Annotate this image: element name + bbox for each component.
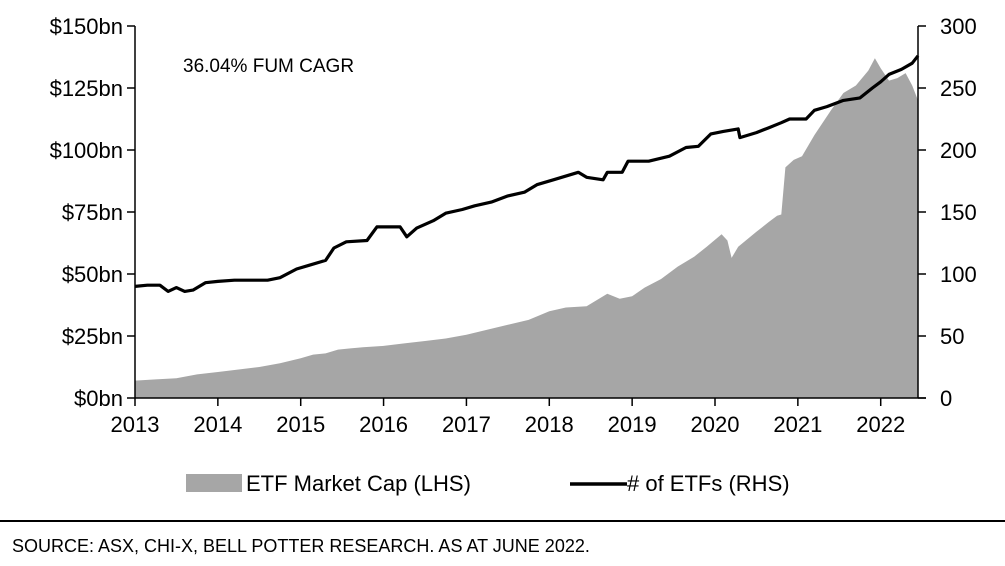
x-tick-label: 2017: [442, 412, 491, 437]
left-tick-label: $50bn: [62, 262, 123, 287]
market-cap-area: [135, 58, 918, 398]
source-divider: [0, 520, 1005, 522]
right-tick-label: 300: [940, 14, 977, 39]
right-tick-label: 0: [940, 386, 952, 411]
x-tick-label: 2021: [773, 412, 822, 437]
right-tick-label: 100: [940, 262, 977, 287]
legend-label-etf-count: # of ETFs (RHS): [627, 471, 790, 496]
right-axis-ticks: 0 50 100 150 200 250 300: [918, 14, 977, 411]
right-tick-label: 150: [940, 200, 977, 225]
cagr-annotation: 36.04% FUM CAGR: [183, 56, 354, 77]
left-axis-ticks: $0bn $25bn $50bn $75bn $100bn $125bn $150bn: [50, 14, 135, 411]
right-tick-label: 200: [940, 138, 977, 163]
x-tick-label: 2019: [608, 412, 657, 437]
x-tick-label: 2014: [193, 412, 242, 437]
x-tick-label: 2013: [111, 412, 160, 437]
x-tick-label: 2020: [691, 412, 740, 437]
legend-label-market-cap: ETF Market Cap (LHS): [246, 471, 471, 496]
left-tick-label: $150bn: [50, 14, 123, 39]
x-tick-label: 2022: [856, 412, 905, 437]
x-tick-label: 2018: [525, 412, 574, 437]
left-tick-label: $125bn: [50, 76, 123, 101]
etf-count-line: [134, 54, 920, 293]
etf-count-line-layer: [134, 54, 920, 293]
right-tick-label: 50: [940, 324, 964, 349]
left-tick-label: $0bn: [74, 386, 123, 411]
right-tick-label: 250: [940, 76, 977, 101]
left-tick-label: $25bn: [62, 324, 123, 349]
x-axis-ticks: 2013 2014 2015 2016 2017 2018 2019 2020 2021 2022: [111, 398, 905, 437]
legend-swatch-market-cap: [186, 474, 242, 492]
market-cap-area-layer: [135, 58, 918, 398]
legend: ETF Market Cap (LHS) # of ETFs (RHS): [186, 471, 790, 496]
x-tick-label: 2015: [276, 412, 325, 437]
x-tick-label: 2016: [359, 412, 408, 437]
left-tick-label: $100bn: [50, 138, 123, 163]
source-note: SOURCE: ASX, CHI-X, BELL POTTER RESEARCH…: [12, 536, 590, 556]
left-tick-label: $75bn: [62, 200, 123, 225]
